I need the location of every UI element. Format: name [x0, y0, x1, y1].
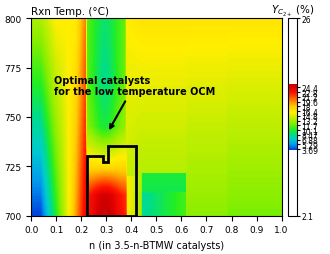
Title: $Y_{C_{2+}}$ (%): $Y_{C_{2+}}$ (%): [271, 4, 314, 19]
Text: Optimal catalysts
for the low temperature OCM: Optimal catalysts for the low temperatur…: [54, 75, 215, 129]
X-axis label: n (in 3.5-n-BTMW catalysts): n (in 3.5-n-BTMW catalysts): [89, 240, 224, 250]
Text: Rxn Temp. (°C): Rxn Temp. (°C): [31, 7, 109, 17]
